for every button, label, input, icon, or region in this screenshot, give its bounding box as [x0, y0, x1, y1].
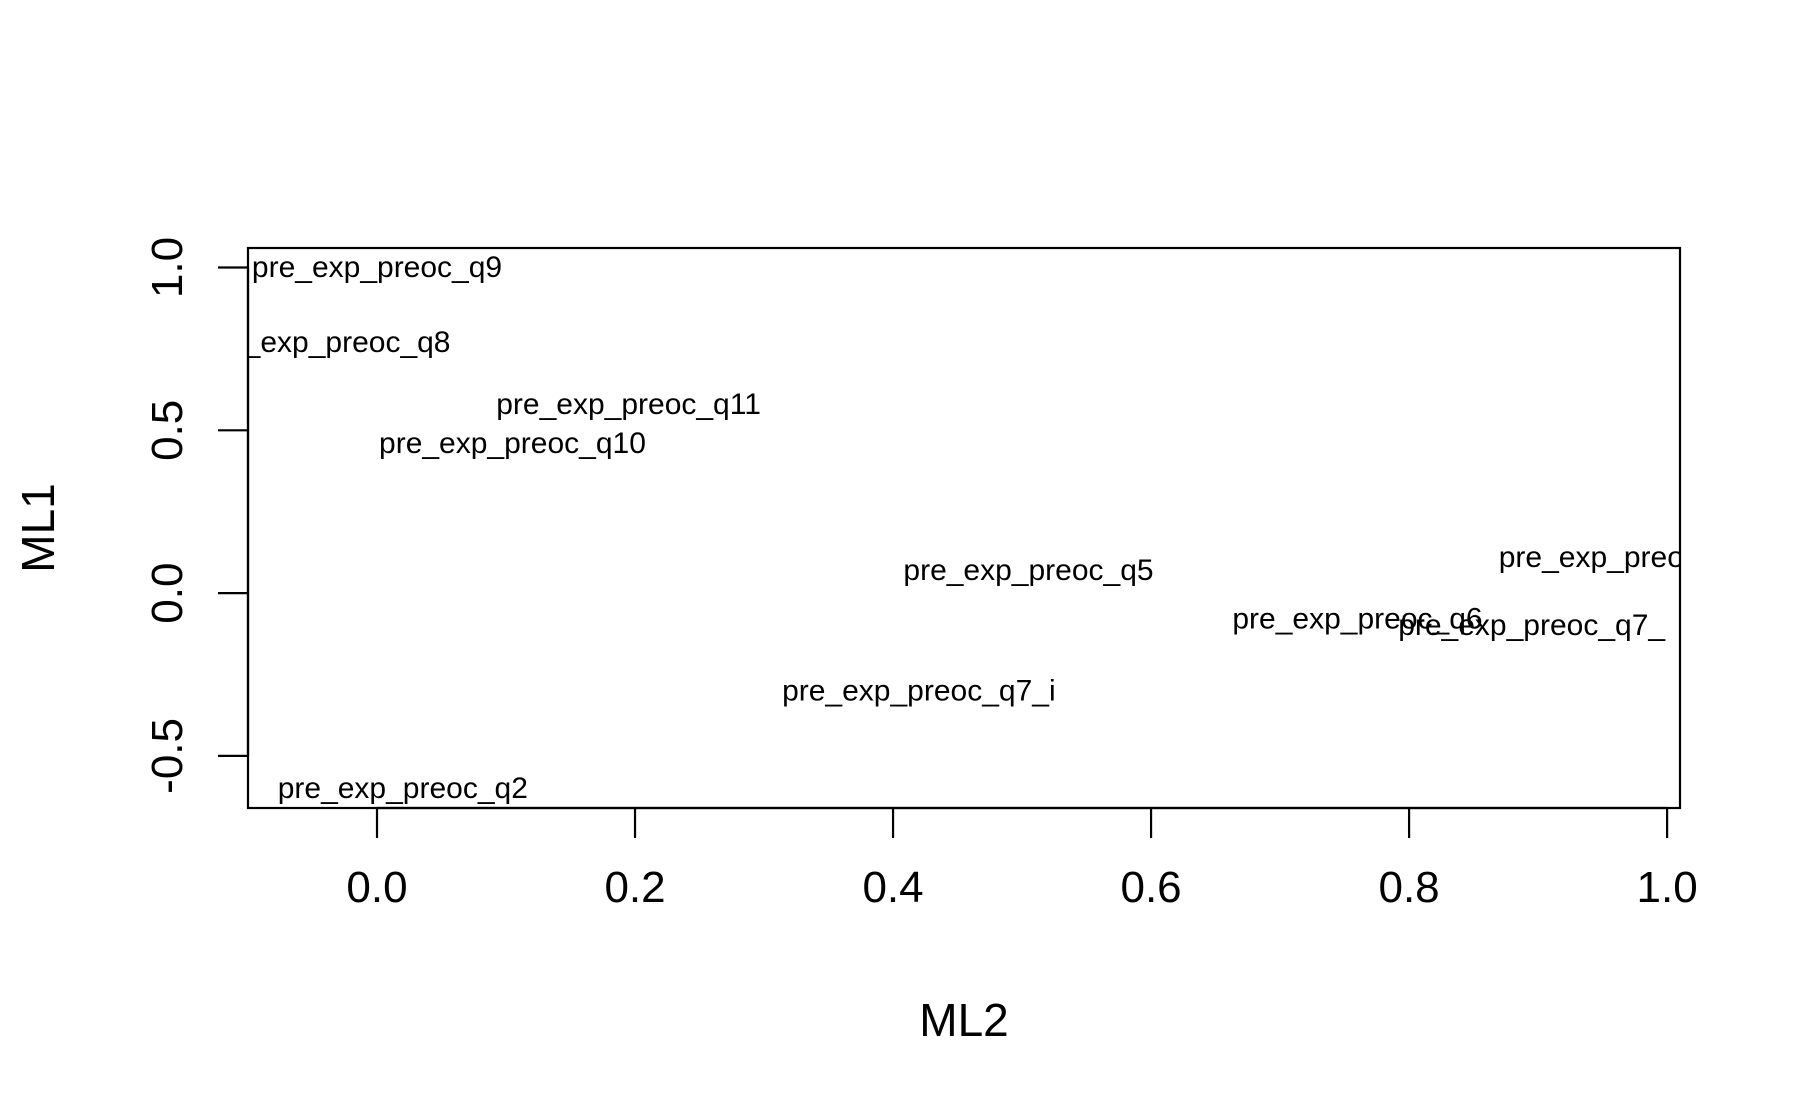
point-label: pre_exp_preoc_q10 — [379, 427, 646, 460]
point-label: pre_exp_preoc_q7_ — [1398, 609, 1666, 642]
point-label: pre_exp_preoc_q9 — [252, 251, 502, 284]
point-label: pre_exp_preoc_q8 — [200, 326, 450, 359]
y-tick-label: -0.5 — [143, 718, 192, 794]
y-tick-label: 0.0 — [143, 563, 192, 624]
plot-frame — [246, 246, 1682, 810]
x-tick-label: 1.0 — [1637, 863, 1698, 912]
point-label: pre_exp_preoc_q7_i — [782, 674, 1056, 707]
x-axis-title: ML2 — [919, 994, 1008, 1046]
point-labels: pre_exp_preoc_q9 pre_exp_preoc_q8 pre_exp_… — [200, 251, 1733, 805]
point-label: pre_exp_preoc_q6 — [1232, 603, 1482, 636]
y-tick-label: 0.5 — [143, 400, 192, 461]
point-label: pre_exp_preoc_q5 — [903, 554, 1153, 587]
y-axis: -0.5 0.0 0.5 1.0 — [143, 237, 250, 794]
x-tick-label: 0.2 — [604, 863, 665, 912]
y-axis-title: ML1 — [12, 483, 64, 572]
x-axis: 0.0 0.2 0.4 0.6 0.8 1.0 — [346, 806, 1698, 912]
point-label: pre_exp_preoc_q2 — [278, 772, 528, 805]
x-tick-label: 0.0 — [346, 863, 407, 912]
y-tick-label: 1.0 — [143, 237, 192, 298]
x-tick-label: 0.8 — [1378, 863, 1439, 912]
point-label: pre_exp_preoc_q11 — [496, 388, 761, 421]
point-label: pre_exp_preoc_q — [1499, 541, 1733, 574]
x-tick-label: 0.6 — [1120, 863, 1181, 912]
x-tick-label: 0.4 — [862, 863, 923, 912]
